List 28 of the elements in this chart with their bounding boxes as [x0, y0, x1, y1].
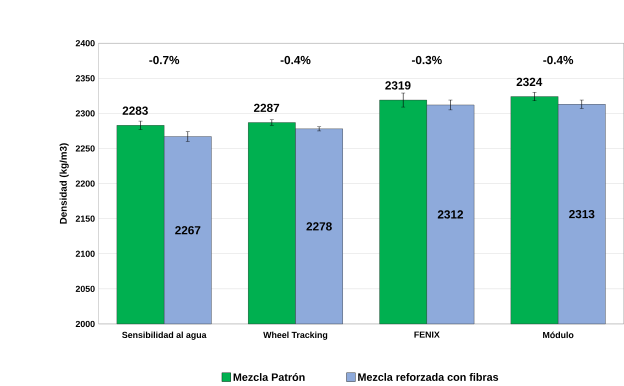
- data-label: 2312: [438, 210, 464, 219]
- annotation: -0.3%: [412, 56, 442, 64]
- y-tick-label: 2300: [76, 110, 95, 116]
- annotation: -0.7%: [149, 56, 180, 64]
- legend-label: Mezcla Patrón: [234, 372, 305, 381]
- y-tick-label: 2000: [76, 320, 95, 327]
- data-label: 2324: [516, 78, 542, 86]
- annotation: -0.4%: [280, 56, 311, 64]
- x-tick-label: Sensibilidad al agua: [122, 331, 207, 340]
- annotation: -0.4%: [543, 56, 574, 64]
- data-label: 2313: [569, 210, 594, 218]
- y-axis-title: Densidad (kg/m3): [60, 143, 69, 224]
- y-tick-label: 2400: [76, 40, 95, 46]
- y-tick-label: 2250: [76, 145, 95, 152]
- x-tick-label: Wheel Tracking: [263, 331, 328, 340]
- y-tick-label: 2150: [76, 215, 95, 222]
- y-tick-label: 2050: [76, 286, 95, 292]
- y-tick-label: 2350: [76, 75, 95, 82]
- data-label: 2283: [122, 106, 148, 115]
- y-tick-label: 2100: [76, 250, 95, 257]
- legend-label: Mezcla reforzada con fibras: [358, 372, 498, 381]
- data-label: 2278: [306, 222, 332, 230]
- data-label: 2319: [385, 81, 411, 90]
- data-label: 2267: [175, 226, 200, 234]
- x-tick-label: FENIX: [414, 331, 440, 338]
- data-label: 2287: [254, 104, 280, 112]
- y-tick-label: 2200: [76, 180, 95, 187]
- x-tick-label: Módulo: [543, 331, 574, 338]
